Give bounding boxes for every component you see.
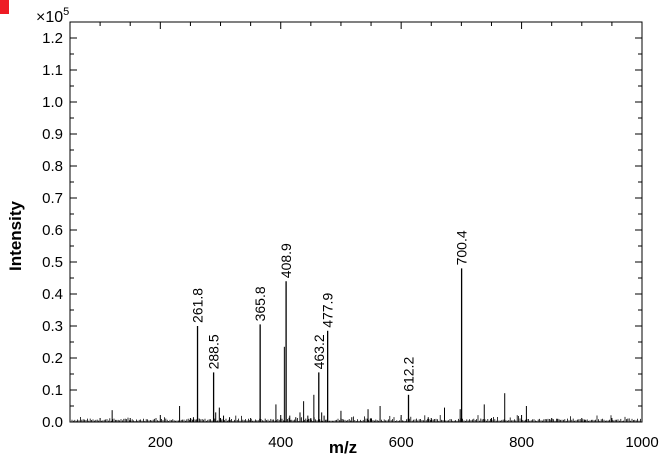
y-tick-label: 0.6 — [42, 222, 63, 239]
y-multiplier-exponent: 5 — [63, 6, 69, 18]
x-tick-label: 200 — [148, 434, 173, 451]
peak-label: 408.9 — [278, 243, 294, 278]
y-tick-label: 0.4 — [42, 286, 63, 303]
peak-label: 261.8 — [190, 288, 206, 323]
y-tick-label: 0.2 — [42, 350, 63, 367]
y-tick-label: 0.8 — [42, 158, 63, 175]
y-multiplier-base: ×10 — [36, 9, 63, 26]
plot-frame — [69, 21, 643, 423]
y-axis-title: Intensity — [6, 201, 25, 271]
minor-peaks — [111, 346, 613, 422]
y-tick-label: 0.9 — [42, 126, 63, 143]
peak-label: 365.8 — [252, 286, 268, 321]
peak-label: 477.9 — [320, 293, 336, 328]
y-multiplier: ×105 — [36, 6, 69, 26]
x-axis-title: m/z — [329, 438, 357, 456]
x-tick-label: 400 — [268, 434, 293, 451]
y-tick-label: 1.2 — [42, 30, 63, 47]
y-tick-label: 0.1 — [42, 382, 63, 399]
corner-marker — [0, 0, 9, 14]
x-tick-label: 800 — [509, 434, 534, 451]
peak-label: 288.5 — [206, 334, 222, 369]
y-axis-ticks: 0.0 0.1 0.2 0.3 0.4 0.5 0.6 0.7 0.8 0.9 1.0 1.1 1.2 — [42, 30, 642, 431]
x-tick-label: 1000 — [625, 434, 658, 451]
y-tick-label: 0.5 — [42, 254, 63, 271]
peak-label: 463.2 — [311, 334, 327, 369]
x-axis-ticks: 200 400 600 800 1000 — [99, 22, 659, 451]
baseline-noise — [71, 415, 641, 422]
y-tick-label: 0.7 — [42, 190, 63, 207]
y-tick-label: 1.0 — [42, 94, 63, 111]
y-tick-label: 0.0 — [42, 414, 63, 431]
y-tick-label: 0.3 — [42, 318, 63, 335]
y-tick-label: 1.1 — [42, 62, 63, 79]
peak-label: 612.2 — [401, 357, 417, 392]
x-tick-label: 600 — [389, 434, 414, 451]
peak-label: 700.4 — [454, 230, 470, 265]
